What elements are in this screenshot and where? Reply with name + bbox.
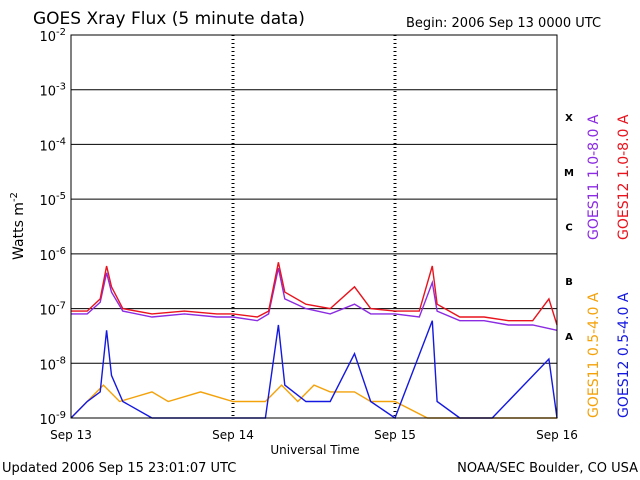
series-line-goes11-0-5-4-0-a: [70, 384, 557, 419]
chart-title: GOES Xray Flux (5 minute data): [33, 9, 305, 29]
legend-goes12-short: GOES12 0.5-4.0 A: [616, 292, 632, 418]
y-tick-labels: 10-2 10-3 10-4 10-5 10-6 10-7 10-8 10-9: [39, 27, 66, 428]
x-tick-label: Sep 13: [50, 428, 92, 442]
plot-frame: [70, 34, 558, 419]
begin-label: Begin: 2006 Sep 13 0000 UTC: [406, 16, 601, 31]
y-tick-label: 10-2: [39, 27, 66, 45]
flare-class-label: M: [564, 168, 574, 179]
legend-goes11-short: GOES11 0.5-4.0 A: [586, 292, 602, 418]
y-tick-label: 10-4: [39, 136, 66, 154]
y-tick-label: 10-3: [39, 82, 66, 100]
y-tick-label: 10-8: [39, 355, 66, 373]
x-tick-labels: Sep 13 Sep 14 Sep 15 Sep 16: [50, 428, 578, 442]
grid-lines: [71, 35, 557, 418]
flare-class-label: A: [565, 332, 573, 343]
flare-class-label: X: [565, 113, 573, 124]
y-tick-label: 10-9: [39, 410, 66, 428]
series-line-goes11-1-0-8-0-a: [71, 267, 558, 331]
series-line-goes12-1-0-8-0-a: [71, 262, 558, 326]
x-tick-label: Sep 15: [374, 428, 416, 442]
legend-goes11-long: GOES11 1.0-8.0 A: [586, 114, 602, 240]
series-layer: [70, 262, 558, 420]
updated-label: Updated 2006 Sep 15 23:01:07 UTC: [2, 461, 236, 476]
flare-class-label: B: [565, 277, 573, 288]
flare-class-label: C: [565, 223, 572, 234]
x-tick-label: Sep 16: [536, 428, 578, 442]
x-axis-label: Universal Time: [270, 443, 359, 457]
x-tick-label: Sep 14: [212, 428, 254, 442]
flare-class-labels: X M C B A: [564, 113, 574, 343]
y-tick-label: 10-7: [39, 301, 66, 319]
source-label: NOAA/SEC Boulder, CO USA: [457, 461, 638, 476]
series-line-goes12-0-5-4-0-a: [70, 320, 558, 420]
y-axis-label: Watts m-2: [9, 192, 27, 260]
y-tick-label: 10-5: [39, 191, 66, 209]
y-tick-label: 10-6: [39, 246, 66, 264]
legend-goes12-long: GOES12 1.0-8.0 A: [616, 114, 632, 240]
